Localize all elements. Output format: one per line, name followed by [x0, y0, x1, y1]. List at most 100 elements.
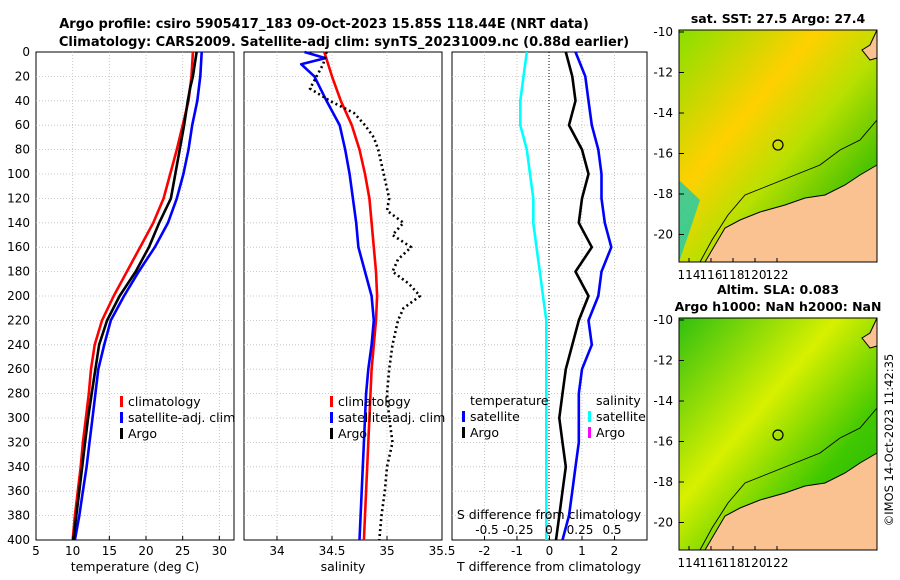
difference-top-xlabel: S difference from climatology	[457, 507, 642, 522]
legend-swatch-s-satellite	[588, 411, 591, 422]
series-line-salinity-satellite	[518, 51, 548, 540]
map-lon-label: 114	[678, 556, 701, 570]
legend-s-argo: Argo	[596, 425, 625, 440]
legend-swatch-t-argo	[462, 427, 465, 438]
y-tick-label: 340	[7, 460, 30, 474]
y-tick-label: 140	[7, 216, 30, 230]
legend-satellite: satellite-adj. clim	[338, 410, 445, 425]
top-x-tick-label: 0.25	[567, 523, 594, 537]
sla-map-title-line2: Argo h1000: NaN h2000: NaN	[675, 299, 882, 314]
y-tick-label: 20	[15, 69, 30, 83]
y-tick-label: 200	[7, 289, 30, 303]
legend-temperature-title: temperature	[470, 393, 549, 408]
series-line-temperature-argo	[554, 51, 594, 541]
y-tick-label: 100	[7, 167, 30, 181]
map-lat-label: -10	[653, 313, 673, 327]
sla-map-frame	[678, 317, 878, 551]
legend-swatch-t-satellite	[462, 411, 465, 422]
top-x-tick-label: 0.5	[602, 523, 621, 537]
legend-salinity-title: salinity	[596, 393, 641, 408]
map-lat-label: -14	[653, 394, 673, 408]
y-tick-label: 380	[7, 509, 30, 523]
y-tick-label: 40	[15, 94, 30, 108]
salinity-xlabel: salinity	[321, 559, 366, 574]
map-lon-label: 114	[678, 268, 701, 282]
y-tick-label: 360	[7, 484, 30, 498]
top-x-tick-label: -0.5	[475, 523, 498, 537]
salinity-panel: 34 34.5 35 35.5 salinity climatology satell…	[243, 50, 456, 574]
map-lon-label: 118	[722, 268, 745, 282]
map-lon-label: 116	[700, 268, 723, 282]
y-tick-label: 180	[7, 265, 30, 279]
x-tick-label: 34.5	[319, 544, 346, 558]
x-tick-label: 5	[32, 544, 40, 558]
map-lat-label: -20	[653, 516, 673, 530]
x-tick-label: 10	[65, 544, 80, 558]
figure-title-line1: Argo profile: csiro 5905417_183 09-Oct-2…	[59, 17, 589, 32]
map-lat-label: -20	[653, 228, 673, 242]
y-tick-label: 80	[15, 143, 30, 157]
x-tick-label: 1	[578, 544, 586, 558]
x-tick-label: 20	[138, 544, 153, 558]
y-tick-label: 320	[7, 435, 30, 449]
y-tick-label: 240	[7, 338, 30, 352]
y-tick-label: 260	[7, 362, 30, 376]
sst-cool-patch	[679, 180, 700, 262]
x-tick-label: -2	[479, 544, 491, 558]
legend-s-satellite: satellite	[596, 409, 646, 424]
y-tick-label: 0	[22, 45, 30, 59]
series-line-satellite-adj-clim	[299, 50, 376, 541]
x-tick-label: 34	[269, 544, 284, 558]
imos-timestamp: ©IMOS 14-Oct-2023 11:42:35	[882, 354, 896, 527]
figure-title-line2: Climatology: CARS2009. Satellite-adj cli…	[59, 35, 629, 50]
map-lat-label: -18	[653, 475, 673, 489]
map-lat-label: -10	[653, 25, 673, 39]
difference-legend: temperature satellite Argo salinity sate…	[462, 393, 646, 440]
sla-map: Altim. SLA: 0.083 Argo h1000: NaN h2000:…	[653, 282, 881, 570]
map-lon-label: 118	[722, 556, 745, 570]
temperature-legend: climatology satellite-adj. clim Argo	[120, 394, 235, 441]
y-tick-label: 120	[7, 191, 30, 205]
map-lon-label: 122	[766, 556, 789, 570]
sla-isobath	[699, 407, 878, 551]
sla-map-title-line1: Altim. SLA: 0.083	[717, 282, 839, 297]
map-lat-label: -16	[653, 435, 673, 449]
map-lat-label: -12	[653, 66, 673, 80]
y-tick-label: 400	[7, 533, 30, 547]
y-tick-label: 300	[7, 411, 30, 425]
legend-climatology: climatology	[128, 394, 201, 409]
legend-swatch-argo	[120, 428, 123, 439]
legend-satellite: satellite-adj. clim	[128, 410, 235, 425]
x-tick-label: 25	[175, 544, 190, 558]
y-tick-label: 280	[7, 387, 30, 401]
sst-map: sat. SST: 27.5 Argo: 27.4 -10 -12 -14 -16 -1…	[653, 11, 878, 282]
x-tick-label: -1	[511, 544, 523, 558]
legend-swatch-satellite	[120, 412, 123, 423]
x-tick-label: 35.5	[429, 544, 456, 558]
legend-t-argo: Argo	[470, 425, 499, 440]
series-line-temperature-satellite	[561, 51, 613, 541]
map-lon-label: 116	[700, 556, 723, 570]
difference-xlabel: T difference from climatology	[456, 559, 642, 574]
map-lat-label: -16	[653, 147, 673, 161]
map-lon-label: 120	[744, 268, 767, 282]
map-lat-label: -12	[653, 354, 673, 368]
temperature-xlabel: temperature (deg C)	[71, 559, 200, 574]
series-line-climatology	[323, 51, 379, 541]
temperature-panel: 5 10 15 20 25 30 0 20 40 60 80 100 120 140 160 180 200 2…	[7, 45, 235, 574]
y-tick-label: 220	[7, 313, 30, 327]
legend-argo: Argo	[128, 426, 157, 441]
legend-swatch-argo	[330, 428, 333, 439]
series-line-argo	[72, 51, 198, 541]
map-lon-label: 120	[744, 556, 767, 570]
x-tick-label: 2	[611, 544, 619, 558]
sst-map-title: sat. SST: 27.5 Argo: 27.4	[691, 11, 866, 26]
legend-swatch-climatology	[330, 396, 333, 407]
x-tick-label: 35	[379, 544, 394, 558]
legend-climatology: climatology	[338, 394, 411, 409]
x-tick-label: 30	[212, 544, 227, 558]
y-tick-label: 60	[15, 118, 30, 132]
x-tick-label: 15	[102, 544, 117, 558]
legend-argo: Argo	[338, 426, 367, 441]
legend-swatch-satellite	[330, 412, 333, 423]
